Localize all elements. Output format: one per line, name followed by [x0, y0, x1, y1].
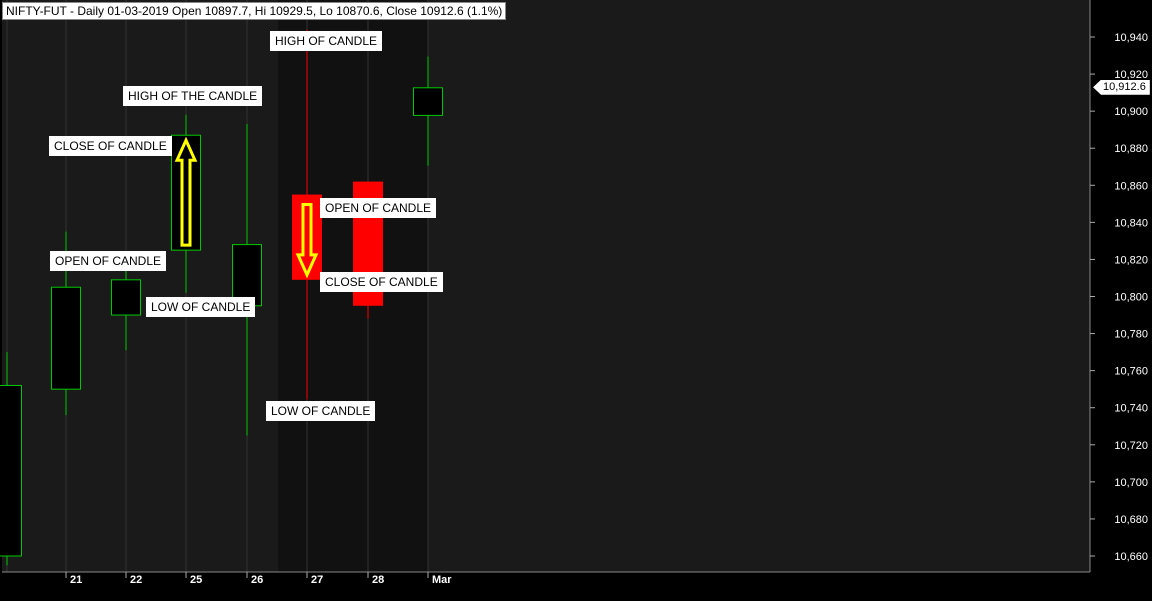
candle-body: [232, 244, 262, 307]
y-tick-label: 10,740: [1114, 403, 1148, 415]
candle-body: [111, 279, 141, 316]
annotation-low-of-candle-27: LOW OF CANDLE: [266, 401, 376, 421]
y-tick-label: 10,800: [1114, 292, 1148, 304]
y-tick-label: 10,840: [1114, 217, 1148, 229]
x-tick-label: 22: [130, 574, 142, 586]
y-tick-label: 10,780: [1114, 329, 1148, 341]
last-price-label: 10,912.6: [1093, 79, 1150, 95]
x-tick-label: 25: [190, 574, 202, 586]
y-axis-area: [1090, 0, 1152, 601]
candle-body: [292, 194, 322, 280]
candle-body: [51, 286, 81, 390]
annotation-open-of-candle-27: OPEN OF CANDLE: [320, 198, 437, 218]
arrow-up: [174, 136, 198, 247]
x-axis-area: [0, 572, 1090, 601]
annotation-close-of-candle-25: CLOSE OF CANDLE: [49, 136, 172, 156]
chart-title: NIFTY-FUT - Daily 01-03-2019 Open 10897.…: [2, 2, 507, 20]
candle-body: [413, 87, 443, 116]
y-tick-label: 10,920: [1114, 69, 1148, 81]
y-tick-label: 10,900: [1114, 106, 1148, 118]
y-tick-label: 10,680: [1114, 514, 1148, 526]
y-tick-label: 10,720: [1114, 440, 1148, 452]
annotation-high-of-the-candle: HIGH OF THE CANDLE: [123, 86, 263, 106]
x-tick-label: 26: [251, 574, 263, 586]
annotation-low-of-candle-26: LOW OF CANDLE: [146, 297, 256, 317]
candle-body: [171, 134, 201, 251]
x-tick-label: 28: [372, 574, 384, 586]
x-tick-label: 27: [311, 574, 323, 586]
x-tick-label: Mar: [432, 574, 452, 586]
arrow-down: [295, 203, 319, 279]
y-tick-label: 10,880: [1114, 143, 1148, 155]
y-tick-label: 10,700: [1114, 477, 1148, 489]
x-tick-label: 21: [70, 574, 82, 586]
candle-body: [0, 384, 22, 557]
y-tick-label: 10,760: [1114, 366, 1148, 378]
y-tick-label: 10,860: [1114, 180, 1148, 192]
y-tick-label: 10,940: [1114, 32, 1148, 44]
y-tick-label: 10,660: [1114, 551, 1148, 563]
annotation-high-of-candle-27: HIGH OF CANDLE: [270, 31, 383, 51]
annotation-close-of-candle-27: CLOSE OF CANDLE: [320, 272, 443, 292]
annotation-open-of-candle-25: OPEN OF CANDLE: [50, 251, 167, 271]
y-tick-label: 10,820: [1114, 254, 1148, 266]
